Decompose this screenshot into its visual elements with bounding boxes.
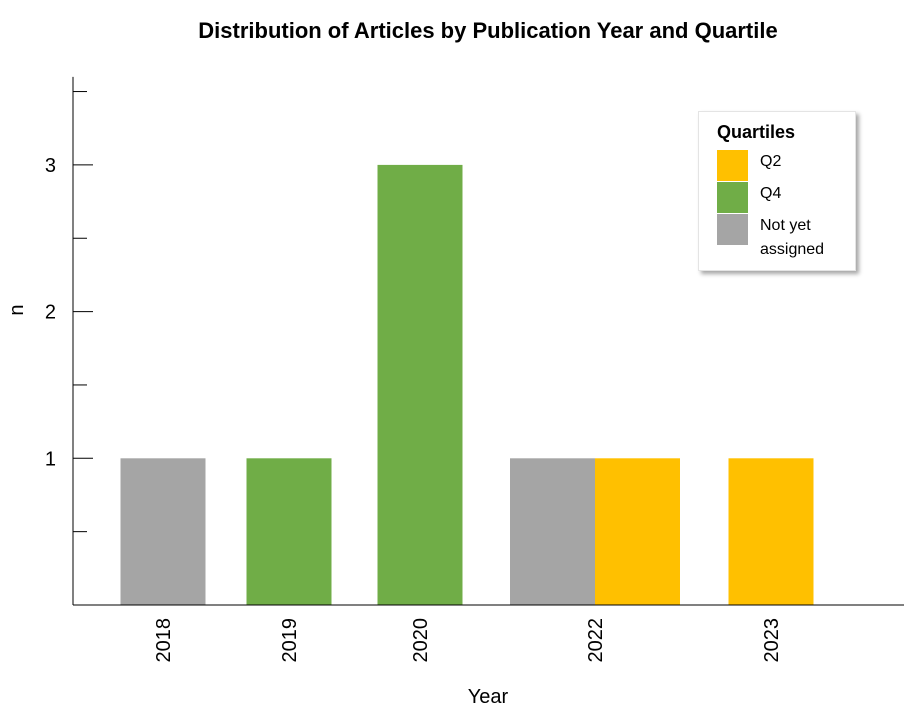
x-axis-label: Year xyxy=(468,686,509,708)
bar-2022-q2 xyxy=(595,458,680,605)
legend-item-q2: Q2 xyxy=(717,150,840,181)
legend-swatch-q2 xyxy=(717,150,748,181)
chart-title: Distribution of Articles by Publication … xyxy=(198,18,777,43)
legend-swatch-q4 xyxy=(717,182,748,213)
bar-2019-q4 xyxy=(246,458,332,605)
legend-label-q2: Q2 xyxy=(760,153,782,170)
bar-2022-not-yet-assigned xyxy=(510,458,595,605)
legend-item-not-assigned: Not yet assigned xyxy=(717,214,840,262)
axes-layer: 2018 2019 2020 2022 2023 1 2 3 xyxy=(45,76,904,663)
x-tick-label-2020: 2020 xyxy=(410,618,432,663)
y-tick-label-3: 3 xyxy=(45,155,56,177)
x-tick-label-2022: 2022 xyxy=(585,618,607,663)
y-tick-label-2: 2 xyxy=(45,302,56,324)
y-axis-label: n xyxy=(6,304,28,315)
bar-2018-not-yet-assigned xyxy=(120,458,206,605)
legend-label-q4: Q4 xyxy=(760,185,782,202)
x-tick-label-2019: 2019 xyxy=(279,618,301,663)
legend-item-q4: Q4 xyxy=(717,182,840,213)
bar-2023-q2 xyxy=(728,458,814,605)
legend-swatch-not-assigned xyxy=(717,214,748,245)
legend-title: Quartiles xyxy=(717,122,796,142)
legend: Quartiles Q2 Q4 Not yet assigned xyxy=(698,111,856,271)
x-tick-label-2018: 2018 xyxy=(153,618,175,663)
bar-2020-q4 xyxy=(377,164,463,605)
legend-label-not-assigned: Not yet assigned xyxy=(760,217,825,258)
bars-layer xyxy=(120,164,814,605)
y-tick-label-1: 1 xyxy=(45,448,56,470)
x-tick-label-2023: 2023 xyxy=(761,618,783,663)
